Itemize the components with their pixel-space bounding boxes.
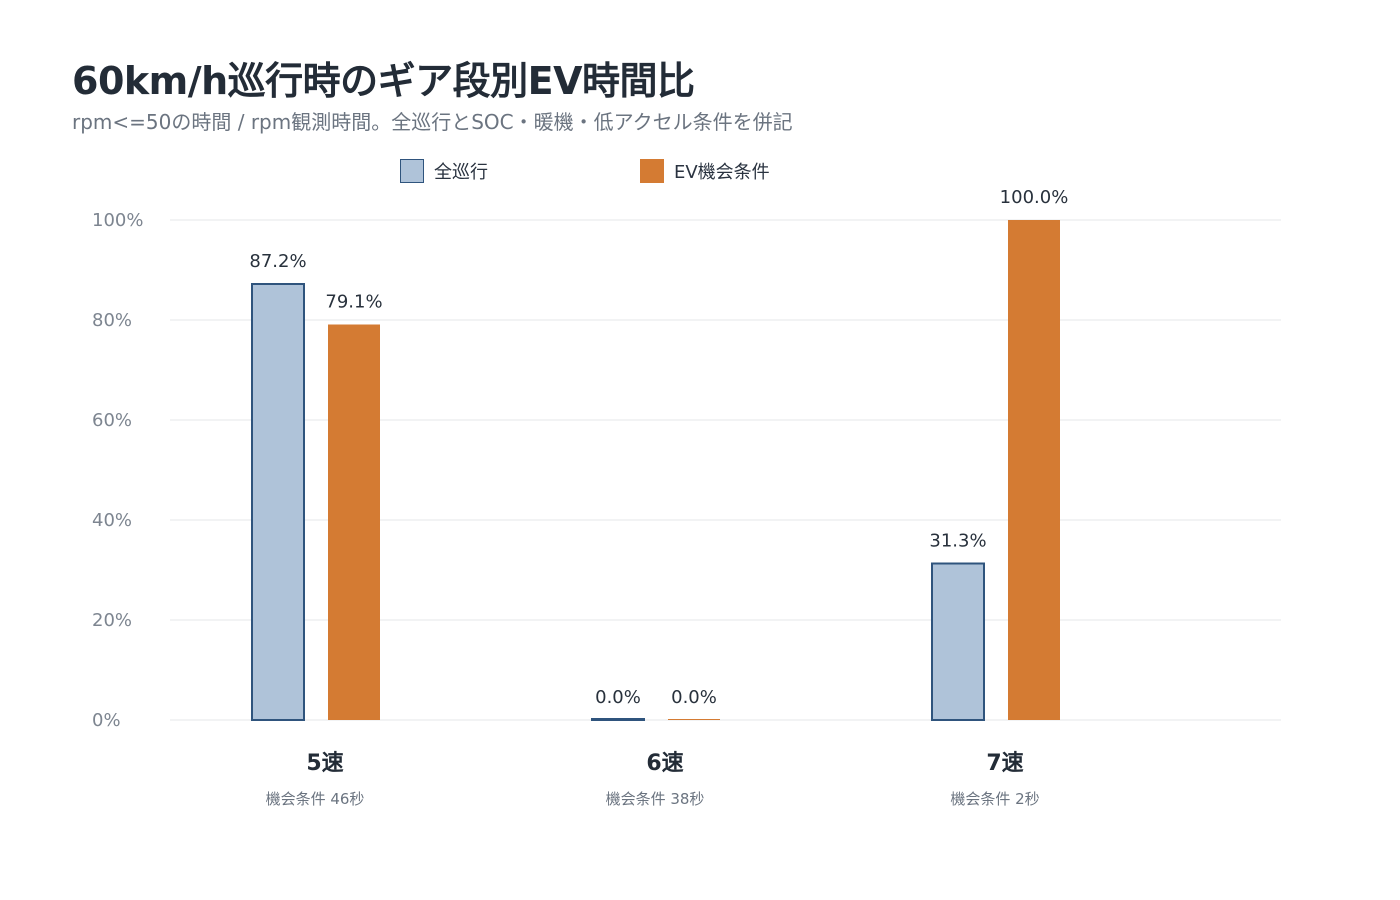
legend-item-ev: EV機会条件 — [640, 156, 770, 186]
legend-swatch-ev — [640, 159, 664, 183]
y-tick-label: 80% — [92, 310, 132, 331]
chart-title: 60km/h巡行時のギア段別EV時間比 — [72, 59, 695, 103]
y-tick-label: 20% — [92, 610, 132, 631]
x-category-label: 5速 — [306, 750, 343, 776]
value-label-all: 0.0% — [595, 687, 641, 708]
value-label-ev: 0.0% — [671, 687, 717, 708]
x-category-note: 機会条件 2秒 — [950, 790, 1039, 808]
bar-ev — [328, 324, 380, 720]
value-label-ev: 79.1% — [325, 292, 382, 313]
bar-ev — [1008, 220, 1060, 720]
x-category-note: 機会条件 38秒 — [606, 790, 705, 808]
bar-all — [931, 562, 985, 721]
bar-all — [251, 283, 305, 721]
y-tick-label: 40% — [92, 510, 132, 531]
bar-all — [591, 718, 645, 721]
value-label-ev: 100.0% — [1000, 187, 1069, 208]
legend-label-all: 全巡行 — [434, 162, 488, 183]
y-tick-label: 60% — [92, 410, 132, 431]
legend-swatch-all — [400, 159, 424, 183]
value-label-all: 87.2% — [249, 251, 306, 272]
legend-label-ev: EV機会条件 — [674, 162, 770, 183]
x-category-label: 7速 — [986, 750, 1023, 776]
bar-ev — [668, 719, 720, 720]
legend-item-all: 全巡行 — [400, 156, 488, 186]
y-tick-label: 100% — [92, 210, 143, 231]
value-label-all: 31.3% — [929, 531, 986, 552]
x-category-note: 機会条件 46秒 — [266, 790, 365, 808]
legend: 全巡行 EV機会条件 — [0, 156, 1400, 186]
x-category-label: 6速 — [646, 750, 683, 776]
chart-subtitle: rpm<=50の時間 / rpm観測時間。全巡行とSOC・暖機・低アクセル条件を… — [72, 110, 793, 134]
y-tick-label: 0% — [92, 710, 121, 731]
